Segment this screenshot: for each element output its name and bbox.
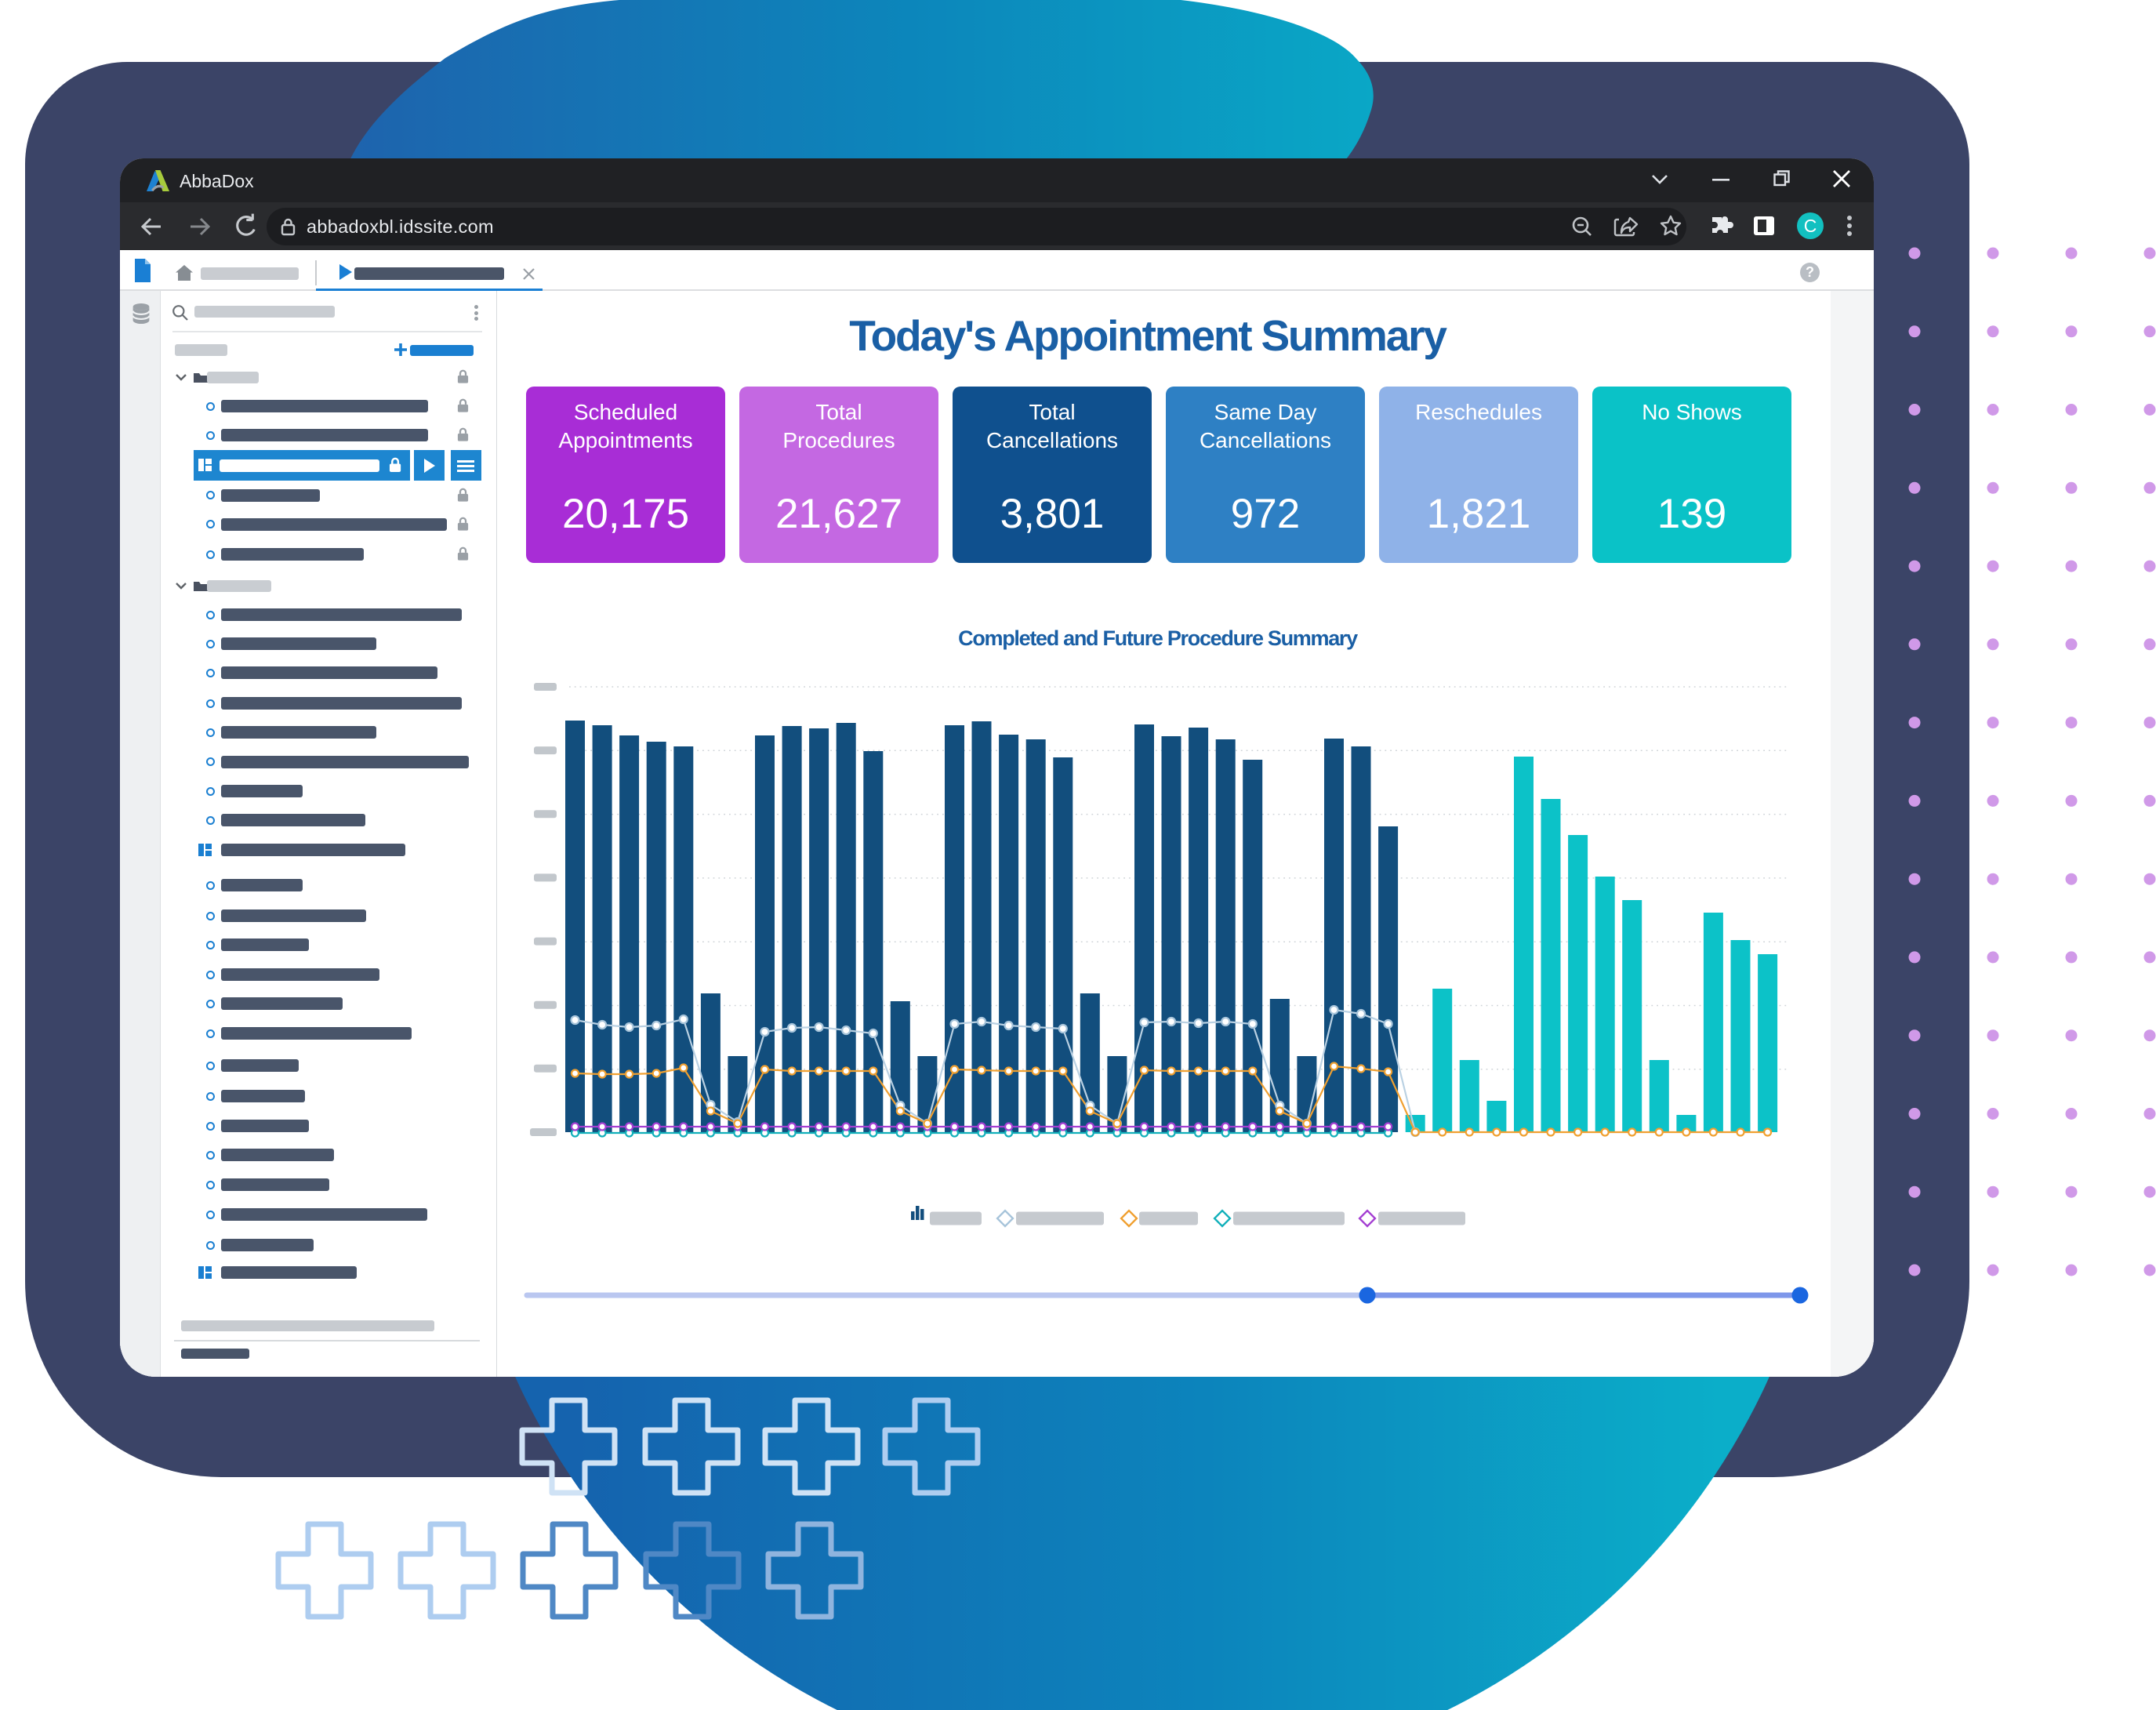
svg-text:C: C <box>1804 216 1817 236</box>
